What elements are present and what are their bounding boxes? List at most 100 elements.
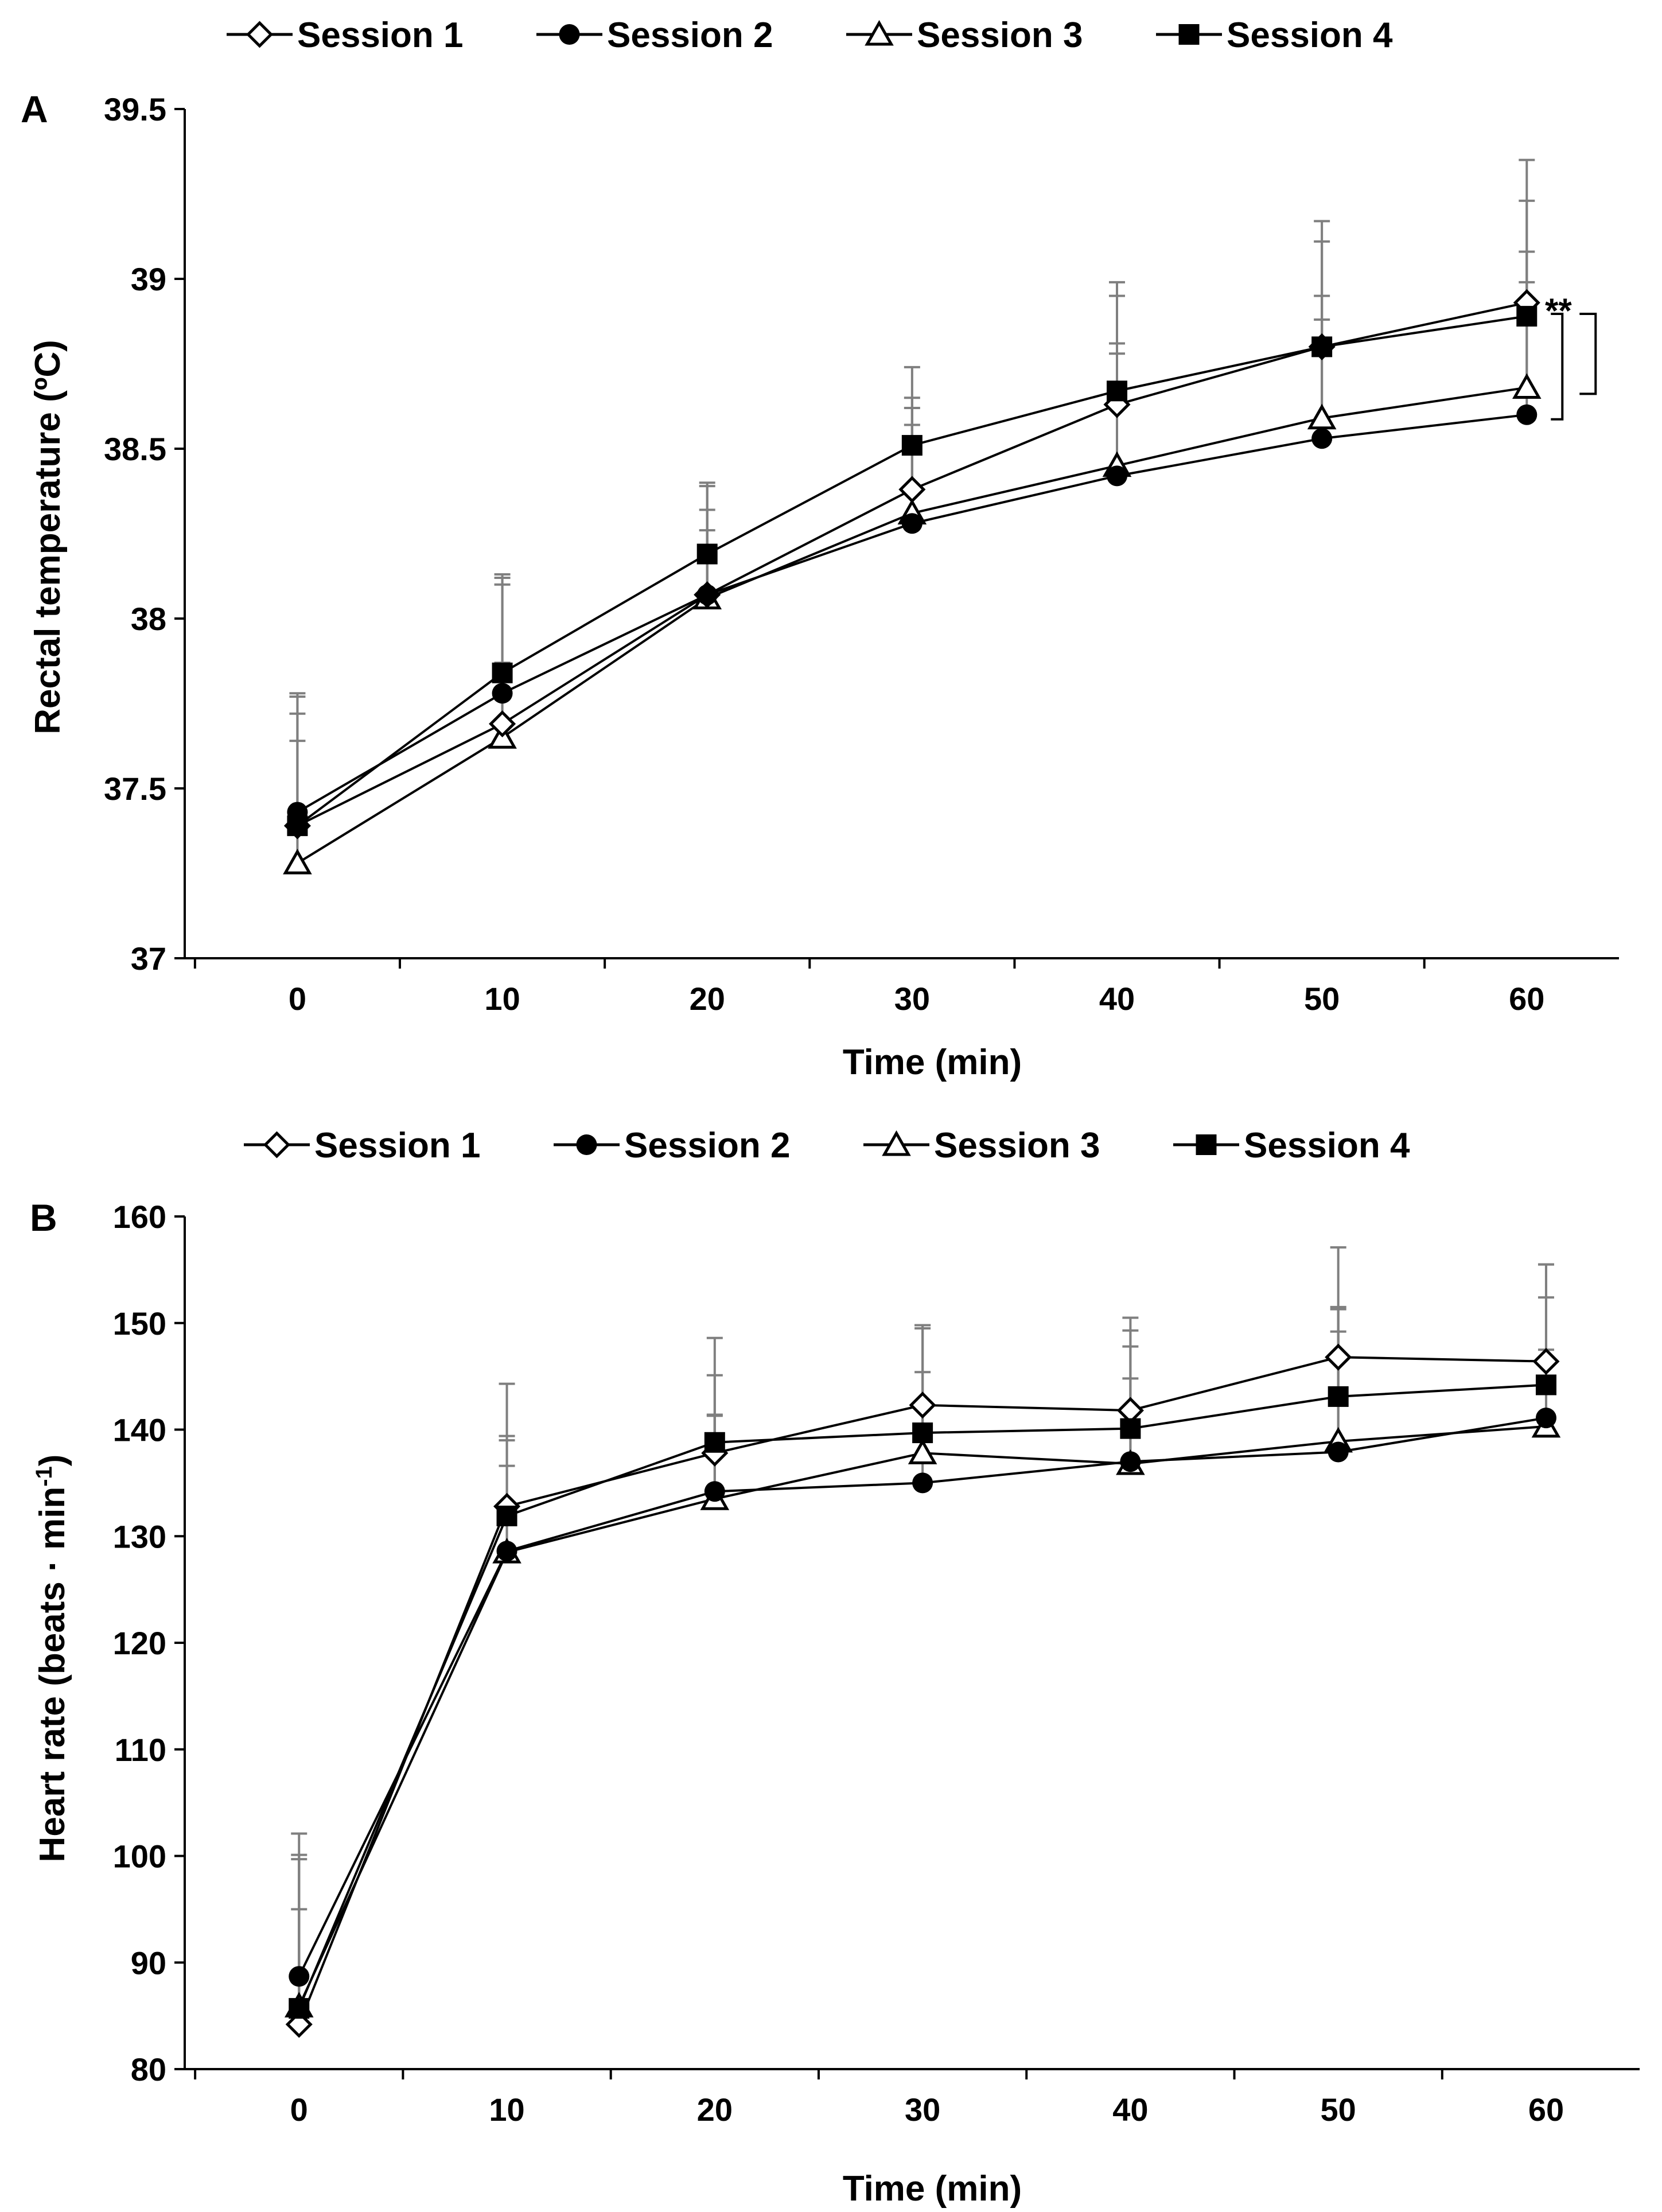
y-tick-label: 100 — [113, 1838, 166, 1875]
data-point-session-2 — [1516, 404, 1538, 425]
x-tick-label: 30 — [894, 981, 930, 1017]
y-tick-label: 37 — [131, 940, 166, 977]
y-tick-label: 39 — [131, 261, 166, 297]
data-point-session-4 — [901, 435, 923, 456]
x-tick-label: 30 — [905, 2092, 940, 2128]
panel-a: A 37 37.5 38 38.5 39 39.5 0 10 20 30 40 50 60 Time (… — [21, 88, 1619, 1082]
data-point-session-2 — [1311, 428, 1333, 449]
legend-marker-1 — [263, 1131, 291, 1159]
plot-b: 80 90 100 110 120 130 140 150 160 0 10 20 30 40 50 60 — [113, 1199, 1640, 2128]
legend-label: Session 4 — [1227, 15, 1393, 55]
significance-marker: ** — [1545, 291, 1572, 330]
x-tick-label: 60 — [1509, 981, 1544, 1017]
legend-label: Session 3 — [917, 15, 1083, 55]
legend-panel-a: Session 1 Session 2 Session 3 Session 4 — [227, 15, 1393, 55]
x-tick-label: 50 — [1304, 981, 1340, 1017]
y-tick-label: 140 — [113, 1412, 166, 1448]
data-point-session-2 — [912, 1472, 933, 1494]
data-point-session-2 — [1328, 1441, 1349, 1463]
error-bars — [291, 1246, 1554, 2024]
data-point-session-2 — [704, 1481, 725, 1502]
legend-label: Session 1 — [314, 1126, 480, 1165]
data-point-session-2 — [1120, 1451, 1141, 1472]
legend-marker-2 — [559, 24, 580, 45]
data-point-session-1 — [489, 710, 516, 738]
series-line-3 — [298, 1425, 1547, 2007]
data-point-session-1 — [1532, 1348, 1560, 1375]
data-point-session-4 — [704, 1432, 725, 1453]
axes: 80 90 100 110 120 130 140 150 160 0 10 20 30 40 50 60 — [113, 1199, 1640, 2128]
x-tick-label: 0 — [289, 981, 306, 1017]
significance-bracket-outer — [1551, 313, 1564, 421]
series-markers — [284, 1343, 1561, 2038]
y-tick-label: 120 — [113, 1625, 166, 1661]
x-tick-label: 40 — [1099, 981, 1135, 1017]
legend-label: Session 2 — [607, 15, 773, 55]
legend-label: Session 2 — [624, 1126, 790, 1165]
data-point-session-2 — [1535, 1408, 1556, 1429]
data-point-session-3 — [1512, 373, 1542, 399]
x-tick-label: 10 — [484, 981, 520, 1017]
y-tick-label: 39.5 — [104, 91, 166, 127]
legend-marker-4 — [1178, 24, 1200, 45]
data-point-session-2 — [901, 513, 923, 534]
data-point-session-4 — [912, 1422, 933, 1444]
panel-b-letter: B — [30, 1196, 57, 1239]
legend-panel-b: Session 1 Session 2 Session 3 Session 4 — [244, 1126, 1410, 1165]
legend-item: Session 1 — [227, 15, 463, 55]
data-point-session-2 — [696, 584, 718, 605]
data-point-session-1 — [898, 476, 926, 503]
data-point-session-4 — [1107, 380, 1127, 402]
significance-bracket-inner — [1579, 313, 1597, 395]
y-tick-label: 38 — [131, 601, 166, 637]
x-tick-label: 20 — [697, 2092, 733, 2128]
data-point-session-2 — [492, 683, 513, 704]
legend-item: Session 4 — [1173, 1126, 1410, 1165]
panel-a-x-axis-title: Time (min) — [843, 1043, 1022, 1082]
panel-a-y-axis-title: Rectal temperature (ºC) — [28, 340, 68, 734]
y-tick-label: 80 — [131, 2051, 166, 2087]
panel-a-letter: A — [21, 88, 48, 130]
y-tick-label: 110 — [115, 1732, 166, 1768]
legend-marker-2 — [576, 1134, 597, 1155]
panel-b-y-axis-title: Heart rate (beats · min-1) — [32, 1455, 72, 1863]
legend-item: Session 2 — [554, 1126, 790, 1165]
series-line-2 — [298, 1417, 1547, 1977]
legend-item: Session 4 — [1156, 15, 1393, 55]
data-point-session-4 — [696, 543, 718, 565]
axes: 37 37.5 38 38.5 39 39.5 0 10 20 30 40 50 60 — [104, 91, 1619, 1017]
x-tick-label: 60 — [1528, 2092, 1564, 2128]
x-tick-label: 0 — [290, 2092, 308, 2128]
legend-marker-3 — [882, 1130, 911, 1156]
data-point-session-3 — [283, 849, 312, 874]
panel-b-y-axis-title-sup: -1 — [32, 1466, 57, 1487]
y-tick-label: 38.5 — [104, 431, 166, 467]
panel-b-x-axis-title: Time (min) — [843, 2169, 1022, 2209]
data-point-session-2 — [1107, 465, 1127, 487]
x-tick-label: 10 — [489, 2092, 524, 2128]
legend-marker-4 — [1196, 1134, 1217, 1155]
data-point-session-4 — [492, 662, 513, 683]
data-point-session-3 — [1307, 403, 1337, 430]
y-tick-label: 37.5 — [104, 771, 166, 807]
x-tick-label: 50 — [1321, 2092, 1356, 2128]
legend-item: Session 2 — [536, 15, 773, 55]
data-point-session-4 — [287, 815, 308, 837]
panel-b: B 80 90 100 110 120 130 140 150 160 0 10 20 30 40 50 60… — [30, 1196, 1640, 2209]
x-tick-label: 20 — [690, 981, 725, 1017]
legend-label: Session 4 — [1244, 1126, 1410, 1165]
y-tick-label: 90 — [131, 1945, 166, 1981]
legend-marker-1 — [246, 21, 274, 48]
y-tick-label: 150 — [113, 1305, 166, 1342]
legend-label: Session 3 — [934, 1126, 1100, 1165]
legend-item: Session 1 — [244, 1126, 480, 1165]
data-point-session-3 — [908, 1439, 937, 1464]
data-point-session-4 — [1311, 336, 1333, 357]
data-point-session-2 — [496, 1541, 517, 1562]
data-point-session-4 — [496, 1505, 517, 1526]
legend-marker-3 — [865, 20, 894, 46]
data-point-session-1 — [1325, 1343, 1352, 1371]
y-tick-label: 160 — [113, 1199, 166, 1235]
data-point-session-2 — [289, 1966, 310, 1987]
